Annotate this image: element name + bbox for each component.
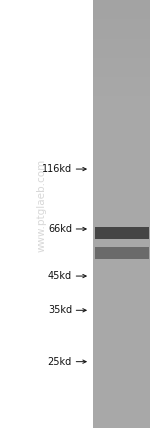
Bar — [93, 90, 150, 96]
Text: 25kd: 25kd — [48, 357, 72, 367]
Bar — [93, 39, 150, 45]
Text: 35kd: 35kd — [48, 305, 72, 315]
Bar — [93, 77, 150, 83]
Bar — [93, 32, 150, 39]
Bar — [93, 64, 150, 71]
Bar — [93, 0, 150, 428]
Text: 45kd: 45kd — [48, 271, 72, 281]
Bar — [94, 227, 148, 239]
Bar — [93, 19, 150, 26]
Bar — [93, 0, 150, 6]
Text: 116kd: 116kd — [42, 164, 72, 174]
Bar — [93, 51, 150, 58]
Bar — [93, 26, 150, 32]
Text: www.ptglaeb.com: www.ptglaeb.com — [37, 159, 47, 252]
Text: 66kd: 66kd — [48, 224, 72, 234]
Bar — [93, 71, 150, 77]
Bar — [93, 6, 150, 13]
Bar — [93, 58, 150, 64]
Bar — [93, 45, 150, 51]
Bar — [93, 83, 150, 90]
Bar — [93, 13, 150, 19]
Bar — [94, 247, 148, 259]
